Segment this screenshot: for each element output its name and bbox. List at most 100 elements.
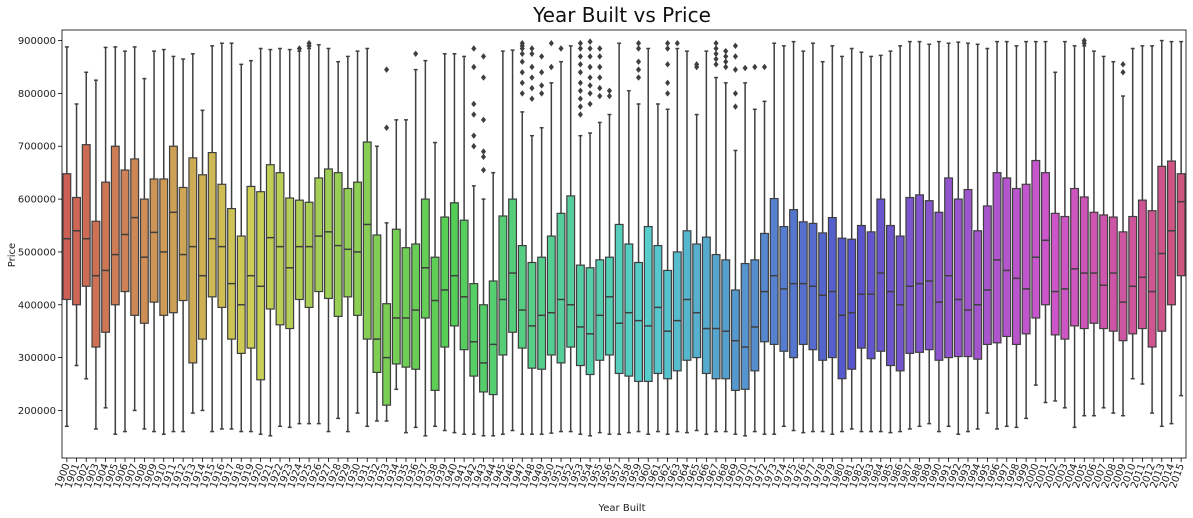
outlier-point	[713, 55, 719, 63]
outlier-point	[471, 100, 477, 108]
outlier-point	[1081, 37, 1087, 44]
plot-frame	[61, 29, 1187, 459]
outlier-point	[713, 50, 719, 57]
outlier-point	[665, 61, 671, 68]
box-iqr	[1128, 215, 1138, 335]
box-iqr	[449, 202, 459, 327]
outlier-point	[597, 84, 603, 92]
outlier-point	[587, 100, 593, 108]
box-1964	[682, 50, 692, 434]
boxes-layer	[62, 37, 1186, 437]
box-1937	[420, 59, 430, 437]
box-1967	[711, 40, 721, 433]
outlier-point	[587, 45, 593, 52]
box-iqr	[1137, 199, 1147, 330]
outlier-point	[713, 61, 719, 68]
box-1926	[314, 44, 324, 425]
box-2015	[1176, 40, 1186, 397]
box-1909	[149, 50, 159, 433]
box-iqr	[401, 247, 411, 368]
box-iqr	[91, 220, 101, 348]
outlier-point	[587, 53, 593, 60]
box-iqr	[750, 259, 760, 372]
box-iqr	[876, 198, 886, 352]
box-iqr	[72, 196, 82, 306]
outlier-point	[296, 45, 302, 52]
box-iqr	[711, 253, 721, 380]
box-iqr	[1166, 160, 1176, 306]
box-iqr	[149, 178, 159, 303]
box-iqr	[1147, 210, 1157, 348]
box-2004	[1070, 45, 1080, 429]
box-iqr	[1031, 159, 1041, 319]
box-1953	[575, 40, 585, 435]
box-iqr	[207, 151, 217, 298]
box-1998	[1011, 45, 1021, 429]
box-iqr	[168, 145, 178, 314]
box-iqr	[595, 259, 605, 361]
box-iqr	[178, 186, 188, 302]
outlier-point	[480, 166, 487, 174]
outlier-point	[587, 38, 593, 45]
box-1934	[391, 119, 401, 391]
outlier-point	[635, 66, 642, 73]
box-iqr	[692, 243, 702, 359]
box-1917	[227, 42, 237, 430]
outlier-point	[587, 63, 593, 71]
outlier-point	[635, 45, 642, 52]
box-iqr	[469, 283, 479, 377]
chart-title: Year Built vs Price	[532, 3, 711, 27]
box-1950	[546, 40, 556, 434]
outlier-point	[606, 92, 613, 100]
outlier-point	[577, 103, 583, 110]
box-iqr	[1041, 172, 1050, 306]
box-iqr	[265, 164, 275, 310]
box-iqr	[1011, 187, 1021, 345]
box-1941	[459, 55, 469, 435]
outlier-point	[665, 90, 671, 97]
box-1908	[139, 77, 149, 430]
y-tick-label: 700000	[18, 142, 56, 153]
box-1983	[866, 55, 876, 433]
box-iqr	[62, 173, 72, 301]
box-1991	[944, 42, 954, 428]
outlier-point	[539, 82, 545, 89]
box-iqr	[1002, 177, 1012, 338]
box-iqr	[701, 236, 711, 375]
outlier-point	[587, 74, 593, 81]
box-iqr	[333, 172, 343, 317]
box-1945	[498, 50, 508, 435]
outlier-point	[539, 53, 545, 60]
box-1952	[566, 45, 576, 433]
box-iqr	[895, 235, 905, 372]
box-iqr	[343, 187, 353, 298]
box-iqr	[440, 216, 450, 348]
box-1981	[847, 47, 857, 430]
outlier-point	[577, 111, 583, 118]
outlier-point	[742, 64, 748, 72]
box-iqr	[1099, 214, 1109, 330]
box-iqr	[314, 177, 324, 293]
box-iqr	[604, 256, 614, 356]
outlier-point	[732, 66, 738, 73]
box-iqr	[614, 223, 624, 375]
outlier-point	[577, 53, 583, 60]
outlier-point	[480, 153, 487, 161]
box-iqr	[1021, 183, 1031, 335]
outlier-point	[471, 143, 477, 150]
box-1987	[905, 40, 915, 430]
box-2010	[1128, 47, 1138, 380]
box-1929	[343, 55, 353, 433]
box-1986	[895, 45, 905, 433]
box-iqr	[585, 267, 595, 376]
box-iqr	[130, 158, 140, 316]
x-axis: 1900190119021903190419051906190719081909…	[54, 458, 1187, 490]
outlier-point	[548, 63, 554, 71]
box-iqr	[420, 198, 430, 319]
box-iqr	[479, 304, 488, 393]
box-iqr	[110, 145, 120, 306]
box-1903	[91, 79, 101, 430]
box-iqr	[934, 211, 944, 361]
box-iqr	[1079, 196, 1089, 330]
box-iqr	[546, 235, 556, 356]
